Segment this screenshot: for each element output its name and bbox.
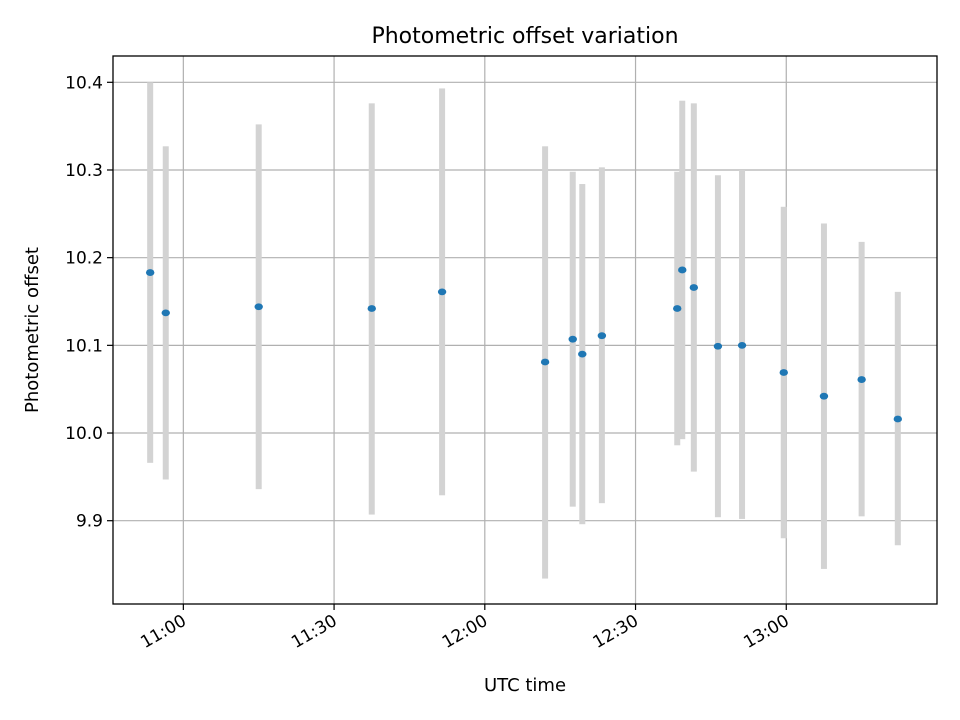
data-point — [857, 376, 866, 383]
x-axis-label: UTC time — [484, 675, 566, 696]
data-point — [819, 392, 829, 400]
error-bars — [147, 82, 901, 579]
data-point — [713, 342, 723, 350]
y-axis-ticks: 9.9 10.0 10.1 10.2 10.3 10.4 — [65, 73, 113, 532]
data-point — [540, 358, 550, 366]
data-point — [161, 309, 170, 317]
data-point — [678, 266, 687, 274]
y-tick-label: 10.4 — [65, 73, 103, 93]
data-point — [145, 269, 155, 276]
grid — [113, 56, 937, 604]
plot-frame — [112, 55, 938, 605]
data-point — [779, 369, 788, 376]
data-point — [893, 415, 903, 423]
chart-title: Photometric offset variation — [371, 24, 678, 49]
data-point — [437, 288, 447, 296]
data-point — [254, 303, 263, 311]
x-tick-label: 12:00 — [439, 611, 491, 653]
data-point — [578, 350, 587, 358]
data-points — [145, 266, 903, 423]
y-tick-label: 10.3 — [65, 161, 103, 181]
x-tick-label: 12:30 — [590, 611, 642, 653]
y-tick-label: 10.2 — [65, 249, 103, 269]
y-axis-label: Photometric offset — [22, 247, 43, 413]
data-point — [737, 341, 747, 349]
x-tick-label: 11:00 — [137, 611, 189, 653]
data-point — [367, 305, 376, 312]
data-point — [597, 332, 607, 340]
y-tick-label: 10.1 — [65, 336, 103, 356]
data-point — [568, 335, 577, 343]
y-tick-label: 9.9 — [76, 512, 103, 532]
data-point — [689, 284, 699, 291]
x-axis-ticks: 11:00 11:30 12:00 12:30 13:00 — [137, 604, 793, 653]
x-tick-label: 11:30 — [288, 611, 340, 653]
y-tick-label: 10.0 — [65, 424, 103, 444]
x-tick-label: 13:00 — [740, 611, 792, 653]
data-point — [673, 305, 682, 312]
